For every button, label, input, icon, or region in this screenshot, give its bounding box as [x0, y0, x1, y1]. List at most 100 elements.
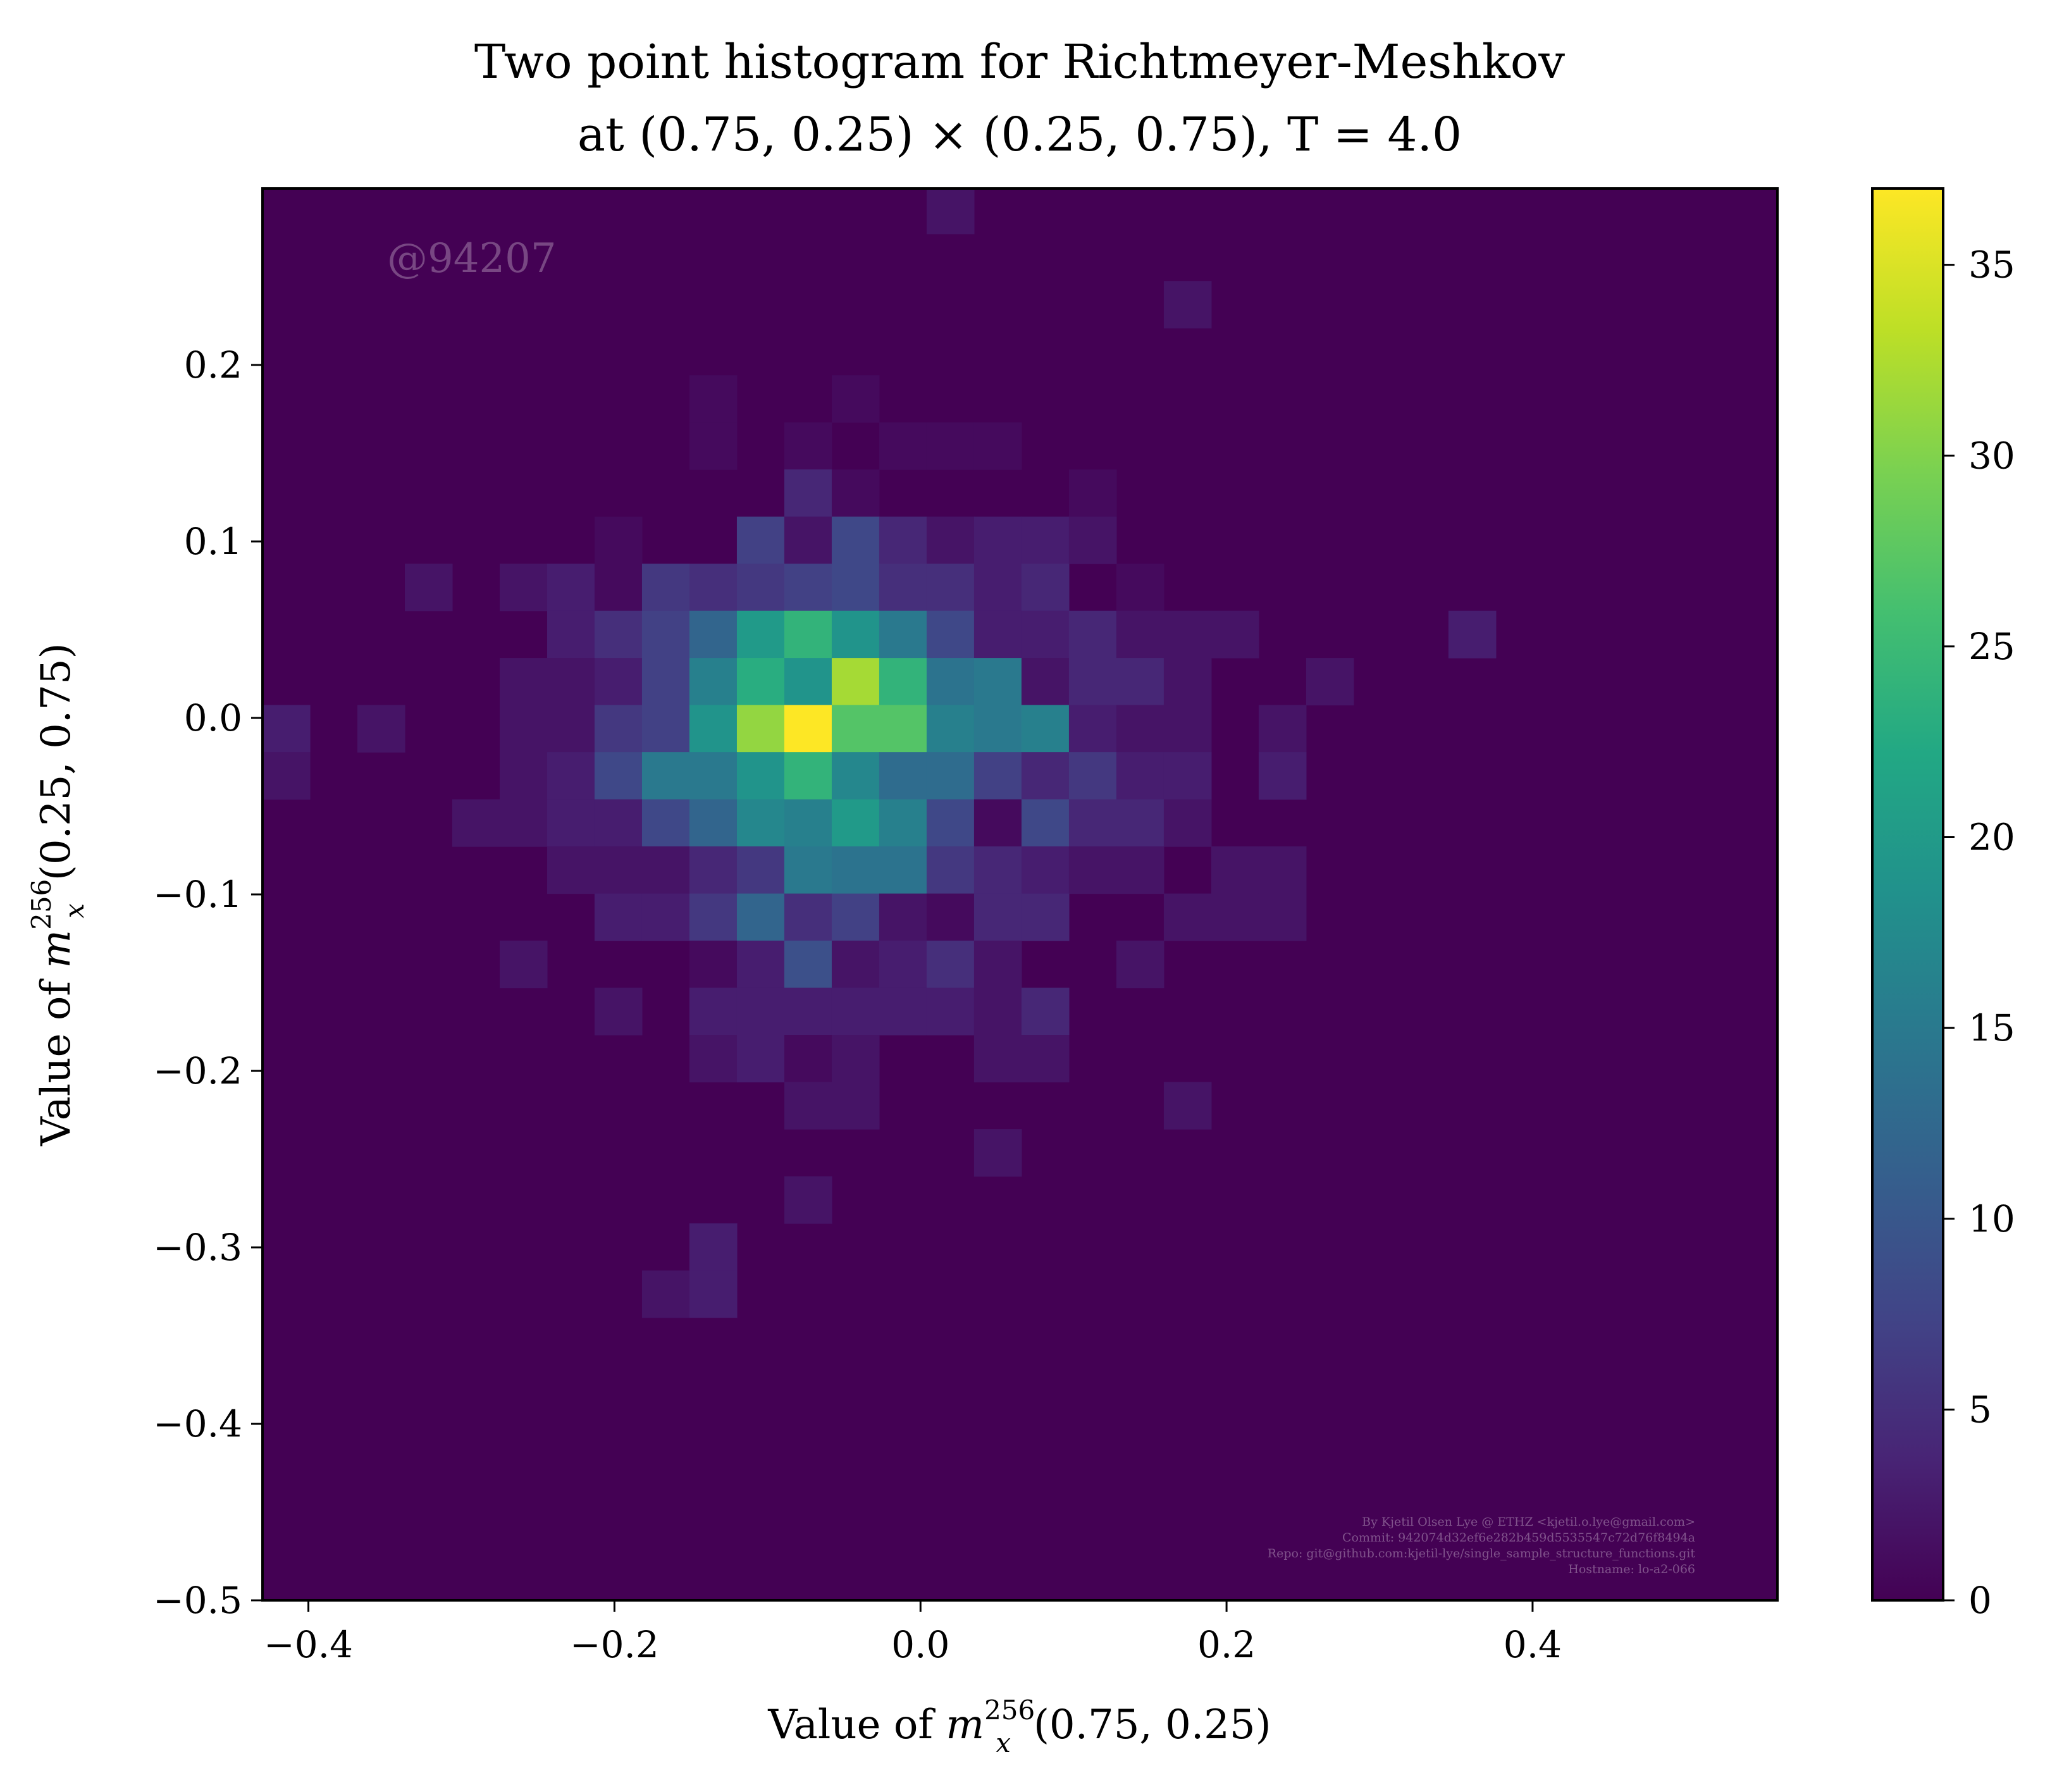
- histogram-cell: [926, 564, 975, 612]
- y-tick-label: −0.5: [153, 1579, 242, 1622]
- histogram-cell: [831, 469, 880, 517]
- histogram-cell: [926, 752, 975, 800]
- y-tick-label: 0.2: [184, 343, 242, 386]
- histogram-cell: [1068, 799, 1117, 847]
- histogram-cell: [879, 516, 927, 564]
- y-tick-label: −0.4: [153, 1402, 242, 1445]
- credit-line: Hostname: lo-a2-066: [1568, 1562, 1695, 1576]
- colorbar-tick-label: 0: [1968, 1579, 1992, 1622]
- histogram-cell: [736, 564, 785, 612]
- histogram-cell: [689, 1035, 738, 1083]
- histogram-cell: [736, 516, 785, 564]
- y-tick-label: −0.1: [153, 873, 242, 916]
- chart-title-line1: Two point histogram for Richtmeyer-Meshk…: [474, 35, 1565, 89]
- histogram-cell: [736, 846, 785, 894]
- histogram-cell: [1021, 846, 1070, 894]
- histogram-cell: [1021, 1035, 1070, 1083]
- histogram-cell: [641, 799, 690, 847]
- histogram-cell: [641, 610, 690, 658]
- y-tick-label: −0.2: [153, 1049, 242, 1092]
- histogram-cell: [689, 1270, 738, 1318]
- histogram-cell: [594, 752, 643, 800]
- histogram-cell: [879, 752, 927, 800]
- histogram-cell: [452, 799, 500, 847]
- histogram-cell: [736, 705, 785, 753]
- histogram-cell: [736, 1035, 785, 1083]
- histogram-cell: [689, 610, 738, 658]
- y-axis-label: Value of m256x(0.25, 0.75): [26, 643, 90, 1146]
- histogram-cell: [1211, 893, 1259, 941]
- histogram-cell: [499, 564, 548, 612]
- colorbar-ticks: 0 5 10 15 20 25 30 35: [1943, 244, 2015, 1622]
- histogram-cell: [784, 799, 832, 847]
- histogram-cell: [1306, 658, 1354, 706]
- histogram-cell: [973, 799, 1022, 847]
- histogram-cell: [1116, 752, 1164, 800]
- y-tick-label: 0.0: [184, 696, 242, 739]
- histogram-cell: [831, 375, 880, 423]
- x-axis-ticks: −0.4 −0.2 0.0 0.2 0.4: [264, 1600, 1562, 1666]
- histogram-cell: [831, 564, 880, 612]
- colorbar-tick-label: 30: [1968, 434, 2015, 477]
- histogram-cell: [926, 846, 975, 894]
- histogram-cell: [641, 752, 690, 800]
- x-tick-label: 0.4: [1504, 1623, 1562, 1666]
- histogram-cell: [547, 564, 595, 612]
- histogram-cell: [879, 610, 927, 658]
- x-tick-label: 0.0: [891, 1623, 949, 1666]
- histogram-cells: [263, 188, 1497, 1318]
- histogram-cell: [736, 941, 785, 989]
- histogram-cell: [926, 705, 975, 753]
- histogram-cell: [641, 1270, 690, 1318]
- histogram-cell: [594, 610, 643, 658]
- histogram-cell: [594, 893, 643, 941]
- histogram-cell: [1163, 799, 1212, 847]
- histogram-cell: [926, 941, 975, 989]
- y-tick-label: −0.3: [153, 1226, 242, 1269]
- histogram-cell: [784, 1176, 832, 1224]
- histogram-cell: [973, 610, 1022, 658]
- histogram-cell: [689, 658, 738, 706]
- x-tick-label: 0.2: [1197, 1623, 1256, 1666]
- histogram-cell: [1068, 846, 1117, 894]
- histogram-cell: [926, 893, 975, 941]
- histogram-cell: [973, 1035, 1022, 1083]
- histogram-cell: [1258, 705, 1307, 753]
- histogram-cell: [689, 799, 738, 847]
- histogram-cell: [499, 941, 548, 989]
- histogram-cell: [784, 1035, 832, 1083]
- histogram-cell: [784, 705, 832, 753]
- histogram-cell: [831, 987, 880, 1035]
- histogram-cell: [689, 846, 738, 894]
- histogram-cell: [879, 705, 927, 753]
- histogram-cell: [784, 610, 832, 658]
- histogram-cell: [1448, 610, 1497, 658]
- histogram-cell: [1068, 516, 1117, 564]
- histogram-cell: [499, 799, 548, 847]
- histogram-cell: [784, 941, 832, 989]
- histogram-cell: [784, 469, 832, 517]
- histogram-cell: [1116, 658, 1164, 706]
- histogram-cell: [1116, 564, 1164, 612]
- colorbar-tick-label: 25: [1968, 625, 2015, 668]
- histogram-cell: [1163, 658, 1212, 706]
- histogram-cell: [736, 658, 785, 706]
- y-tick-label: 0.1: [184, 520, 242, 563]
- credit-line: Commit: 942074d32ef6e282b459d5535547c72d…: [1342, 1531, 1695, 1545]
- histogram-cell: [879, 799, 927, 847]
- histogram-cell: [831, 941, 880, 989]
- histogram-cell: [689, 1223, 738, 1271]
- histogram-cell: [404, 564, 453, 612]
- histogram-cell: [594, 705, 643, 753]
- histogram-cell: [1021, 564, 1070, 612]
- histogram-cell: [263, 752, 311, 800]
- histogram-cell: [1068, 705, 1117, 753]
- histogram-cell: [1116, 705, 1164, 753]
- colorbar-tick-label: 35: [1968, 244, 2015, 287]
- histogram-cell: [1116, 941, 1164, 989]
- histogram-cell: [1021, 893, 1070, 941]
- x-axis-label: Value of m256 x (0.75, 0.25): [767, 1695, 1271, 1758]
- histogram-cell: [1021, 987, 1070, 1035]
- histogram-cell: [926, 188, 975, 235]
- histogram-cell: [499, 752, 548, 800]
